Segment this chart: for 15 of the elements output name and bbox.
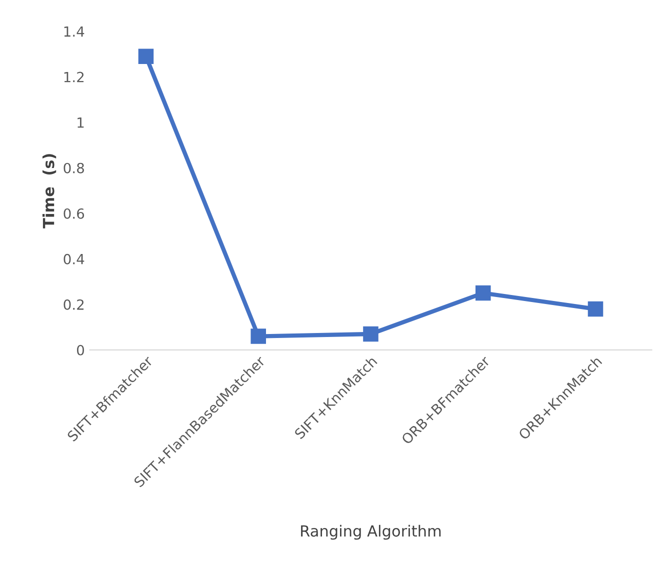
y-tick-label: 0.4 [64,254,84,264]
y-tick-label: 0.2 [64,299,84,310]
y-tick-label: 1.2 [64,72,84,82]
y-tick-label: 0.8 [64,162,84,174]
point [363,326,378,342]
point [588,301,604,317]
point [138,48,154,64]
point [475,285,491,301]
x-axis-title: Ranging Algorithm [301,524,441,540]
y-tick-label: 1.4 [64,26,84,37]
y-axis-title: Time (s) [42,154,56,228]
y-tick-label: 0 [76,344,84,356]
y-tick-label: 0.6 [64,208,84,219]
y-tick-label: 1 [78,117,84,128]
point [250,328,266,344]
